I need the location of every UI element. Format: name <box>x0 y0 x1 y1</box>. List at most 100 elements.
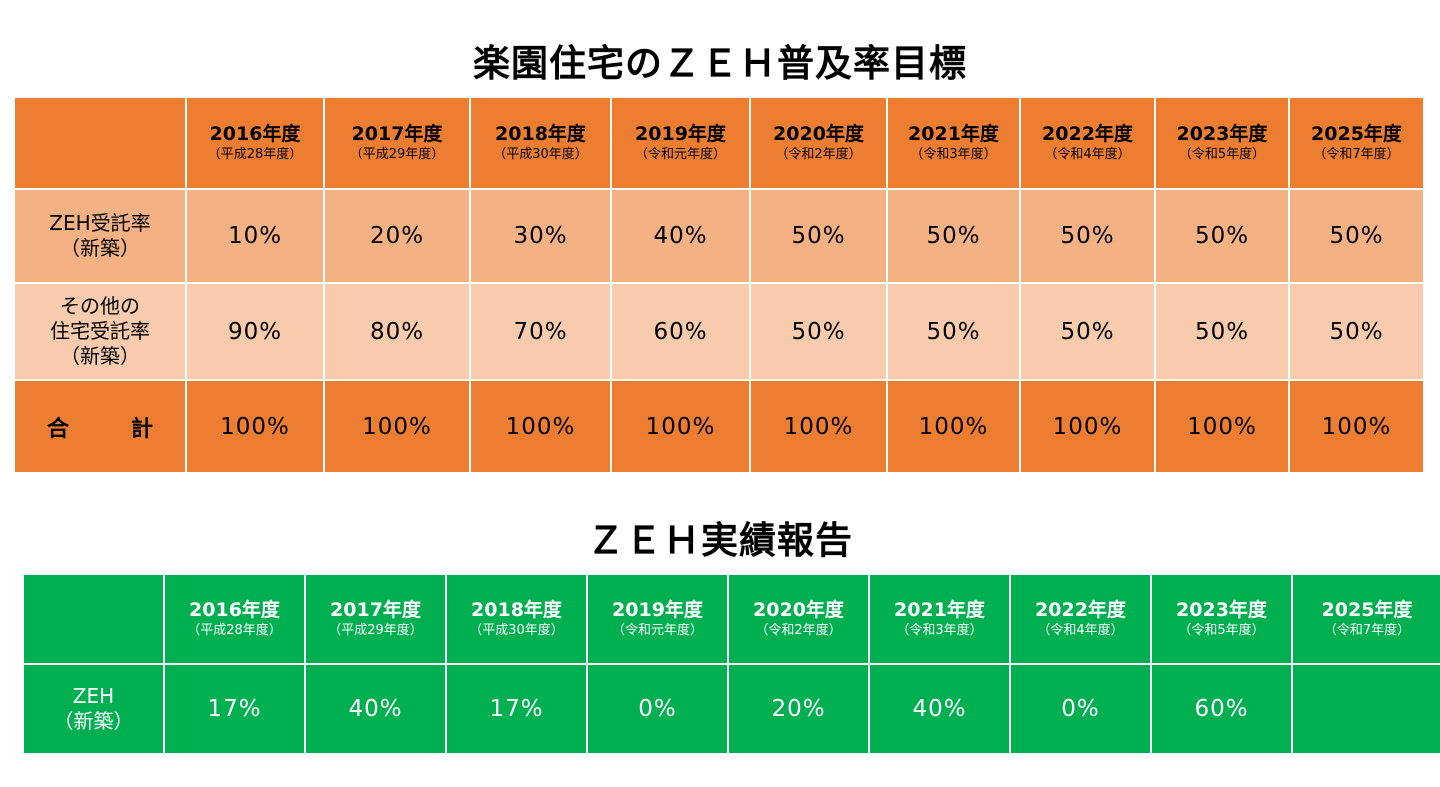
row-label-zeh-rate: ZEH受託率 （新築） <box>13 188 187 284</box>
era-label: （令和2年度） <box>755 623 842 638</box>
value-cell: 50% <box>886 188 1021 284</box>
row-label-line: ZEH <box>72 684 115 708</box>
year-header-cell: 2021年度 （令和3年度） <box>868 573 1011 665</box>
total-cell: 100% <box>749 379 888 474</box>
year-header-cell: 2025年度 （令和7年度） <box>1288 96 1425 190</box>
value-cell: 50% <box>1154 282 1290 381</box>
total-label-char: 合 <box>46 416 69 442</box>
zeh-target-table: 2016年度 （平成28年度） 2017年度 （平成29年度） 2018年度 （平成3… <box>13 96 1425 474</box>
year-label: 2020年度 <box>773 123 864 145</box>
era-label: （平成28年度） <box>207 147 303 162</box>
row-label-line: ZEH受託率 <box>49 211 151 235</box>
total-label-char: 計 <box>131 416 154 442</box>
value-cell: 50% <box>1019 188 1156 284</box>
value-cell: 20% <box>727 663 870 755</box>
year-header-cell: 2023年度 （令和5年度） <box>1150 573 1293 665</box>
year-label: 2019年度 <box>612 599 703 621</box>
value-cell <box>1291 663 1440 755</box>
total-cell: 100% <box>469 379 612 474</box>
year-header-cell: 2017年度 （平成29年度） <box>304 573 447 665</box>
value-cell: 50% <box>1288 282 1425 381</box>
table-row: ZEH （新築） 17% 40% 17% 0% 20% 40% 0% 60% <box>22 663 1440 755</box>
row-label-line: 住宅受託率 <box>50 319 150 343</box>
year-header-cell: 2022年度 （令和4年度） <box>1019 96 1156 190</box>
era-label: （令和7年度） <box>1313 147 1400 162</box>
year-label: 2022年度 <box>1035 599 1126 621</box>
era-label: （平成28年度） <box>187 623 282 638</box>
era-label: （平成30年度） <box>493 147 588 162</box>
year-header-cell: 2023年度 （令和5年度） <box>1154 96 1290 190</box>
year-header-cell: 2019年度 （令和元年度） <box>610 96 751 190</box>
value-cell: 20% <box>323 188 471 284</box>
total-row: 合計 100% 100% 100% 100% 100% 100% 100% 10… <box>13 379 1425 474</box>
value-cell: 50% <box>1154 188 1290 284</box>
row-label-total: 合計 <box>13 379 187 474</box>
era-label: （令和7年度） <box>1323 623 1411 638</box>
value-cell: 30% <box>469 188 612 284</box>
year-label: 2017年度 <box>330 599 421 621</box>
era-label: （令和3年度） <box>896 623 983 638</box>
year-header-cell: 2019年度 （令和元年度） <box>586 573 729 665</box>
era-label: （令和5年度） <box>1178 147 1266 162</box>
year-header-cell: 2025年度 （令和7年度） <box>1291 573 1440 665</box>
year-header-cell: 2018年度 （平成30年度） <box>445 573 588 665</box>
value-cell: 60% <box>610 282 751 381</box>
value-cell: 70% <box>469 282 612 381</box>
header-corner-cell <box>13 96 187 190</box>
year-label: 2019年度 <box>635 123 726 145</box>
value-cell: 17% <box>163 663 306 755</box>
era-label: （令和5年度） <box>1178 623 1265 638</box>
era-label: （令和元年度） <box>634 147 726 162</box>
total-cell: 100% <box>323 379 471 474</box>
value-cell: 40% <box>304 663 447 755</box>
value-cell: 40% <box>610 188 751 284</box>
era-label: （平成30年度） <box>469 623 564 638</box>
era-label: （令和3年度） <box>910 147 997 162</box>
results-title: ＺＥＨ実績報告 <box>587 519 853 562</box>
year-label: 2025年度 <box>1321 599 1413 621</box>
year-label: 2017年度 <box>351 123 443 145</box>
value-cell: 0% <box>1009 663 1152 755</box>
year-label: 2023年度 <box>1176 599 1267 621</box>
year-label: 2016年度 <box>209 123 301 145</box>
year-header-cell: 2020年度 （令和2年度） <box>749 96 888 190</box>
era-label: （令和4年度） <box>1037 623 1124 638</box>
row-label-line: その他の <box>60 294 140 318</box>
era-label: （令和4年度） <box>1044 147 1131 162</box>
total-cell: 100% <box>185 379 325 474</box>
zeh-results-table: 2016年度 （平成28年度） 2017年度 （平成29年度） 2018年度 （平成3… <box>22 573 1440 755</box>
value-cell: 50% <box>1288 188 1425 284</box>
year-header-cell: 2021年度 （令和3年度） <box>886 96 1021 190</box>
year-header-cell: 2017年度 （平成29年度） <box>323 96 471 190</box>
value-cell: 50% <box>1019 282 1156 381</box>
year-label: 2020年度 <box>753 599 844 621</box>
year-header-cell: 2018年度 （平成30年度） <box>469 96 612 190</box>
year-header-cell: 2022年度 （令和4年度） <box>1009 573 1152 665</box>
total-cell: 100% <box>610 379 751 474</box>
year-label: 2021年度 <box>894 599 985 621</box>
table-header-row: 2016年度 （平成28年度） 2017年度 （平成29年度） 2018年度 （平成3… <box>22 573 1440 665</box>
value-cell: 90% <box>185 282 325 381</box>
value-cell: 17% <box>445 663 588 755</box>
row-label-other-rate: その他の 住宅受託率 （新築） <box>13 282 187 381</box>
table-header-row: 2016年度 （平成28年度） 2017年度 （平成29年度） 2018年度 （平成3… <box>13 96 1425 190</box>
total-cell: 100% <box>1154 379 1290 474</box>
value-cell: 10% <box>185 188 325 284</box>
total-cell: 100% <box>1288 379 1425 474</box>
era-label: （令和元年度） <box>611 623 703 638</box>
total-cell: 100% <box>1019 379 1156 474</box>
row-label-zeh: ZEH （新築） <box>22 663 165 755</box>
year-label: 2018年度 <box>495 123 586 145</box>
value-cell: 60% <box>1150 663 1293 755</box>
table-row: ZEH受託率 （新築） 10% 20% 30% 40% 50% 50% 50% 5… <box>13 188 1425 284</box>
total-cell: 100% <box>886 379 1021 474</box>
row-label-line: （新築） <box>60 344 140 368</box>
value-cell: 40% <box>868 663 1011 755</box>
header-corner-cell <box>22 573 165 665</box>
year-header-cell: 2020年度 （令和2年度） <box>727 573 870 665</box>
year-label: 2018年度 <box>471 599 562 621</box>
year-label: 2022年度 <box>1042 123 1133 145</box>
year-label: 2016年度 <box>189 599 280 621</box>
year-label: 2025年度 <box>1311 123 1402 145</box>
row-label-line: （新築） <box>60 236 140 260</box>
